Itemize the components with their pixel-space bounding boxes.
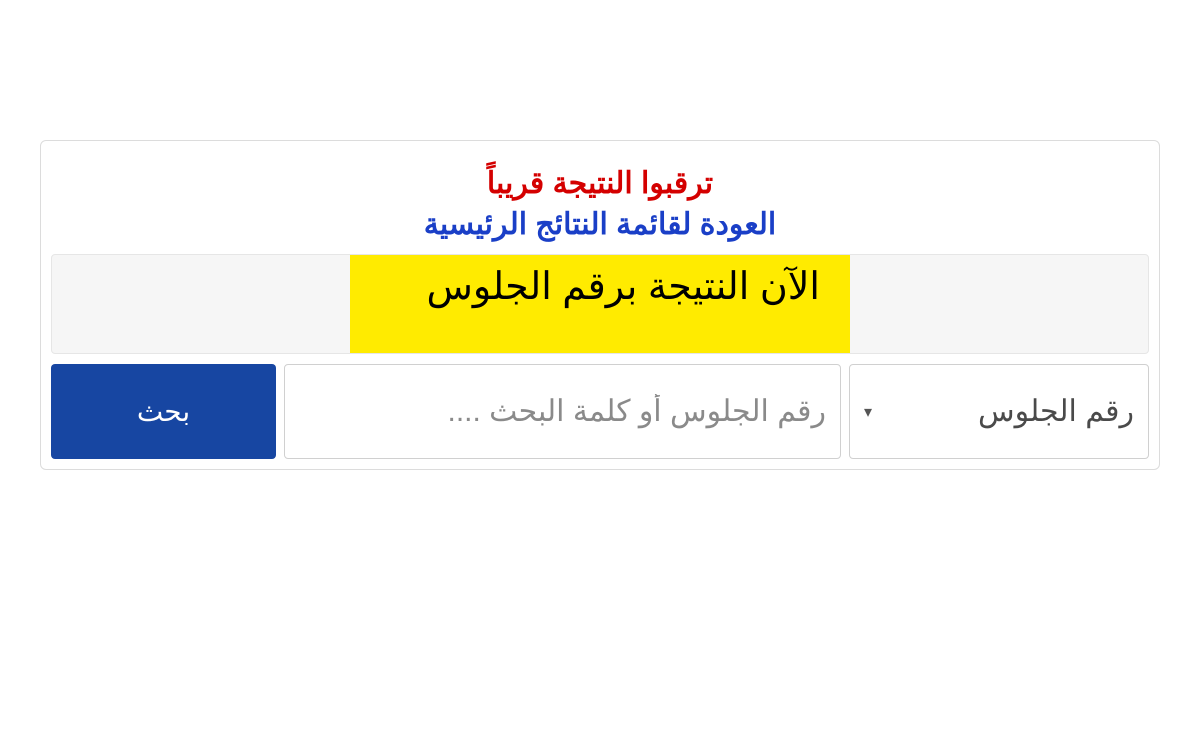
chevron-down-icon: ▾: [864, 402, 872, 422]
search-type-select[interactable]: رقم الجلوس ▾: [849, 364, 1149, 459]
select-selected-label: رقم الجلوس: [978, 394, 1134, 429]
highlight-bar-container: الآن النتيجة برقم الجلوس: [51, 254, 1149, 354]
highlight-message: الآن النتيجة برقم الجلوس: [350, 255, 850, 353]
search-input[interactable]: [284, 364, 841, 459]
search-button[interactable]: بحث: [51, 364, 276, 459]
results-panel: ترقبوا النتيجة قريباً العودة لقائمة النت…: [40, 140, 1160, 470]
back-to-results-link[interactable]: العودة لقائمة النتائج الرئيسية: [51, 207, 1149, 242]
search-row: رقم الجلوس ▾ بحث: [51, 364, 1149, 459]
notice-heading: ترقبوا النتيجة قريباً: [51, 166, 1149, 201]
